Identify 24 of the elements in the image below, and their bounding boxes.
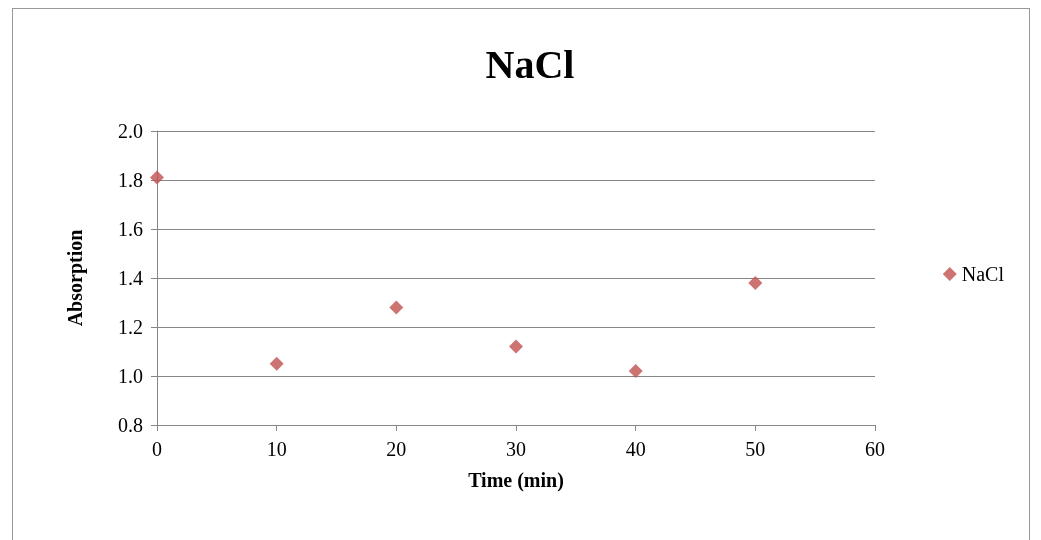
y-tick-label: 1.2	[118, 316, 143, 338]
y-tick-label: 2.0	[118, 120, 143, 142]
point	[150, 170, 164, 185]
x-axis-title: Time (min)	[468, 469, 564, 492]
point	[269, 356, 284, 371]
y-tick-label: 1.0	[118, 365, 143, 387]
y-axis-title: Absorption	[64, 229, 87, 327]
x-tick-label: 30	[506, 438, 526, 460]
x-tick-label: 0	[152, 438, 162, 460]
point	[748, 275, 763, 290]
x-tick-label: 60	[865, 438, 885, 460]
x-tick-label: 20	[386, 438, 407, 460]
x-tick-label: 40	[625, 438, 646, 460]
x-tick-label: 10	[266, 438, 287, 460]
y-tick-label: 1.8	[118, 169, 143, 191]
legend-label: NaCl	[961, 263, 1005, 285]
y-tick-label: 0.8	[118, 414, 143, 436]
point	[628, 364, 643, 379]
point	[509, 339, 523, 354]
point	[389, 300, 404, 315]
y-tick-label: 1.4	[118, 267, 143, 289]
chart-title: NaCl	[485, 41, 575, 87]
y-tick-label: 1.6	[118, 218, 143, 240]
x-tick-label: 50	[745, 438, 766, 460]
